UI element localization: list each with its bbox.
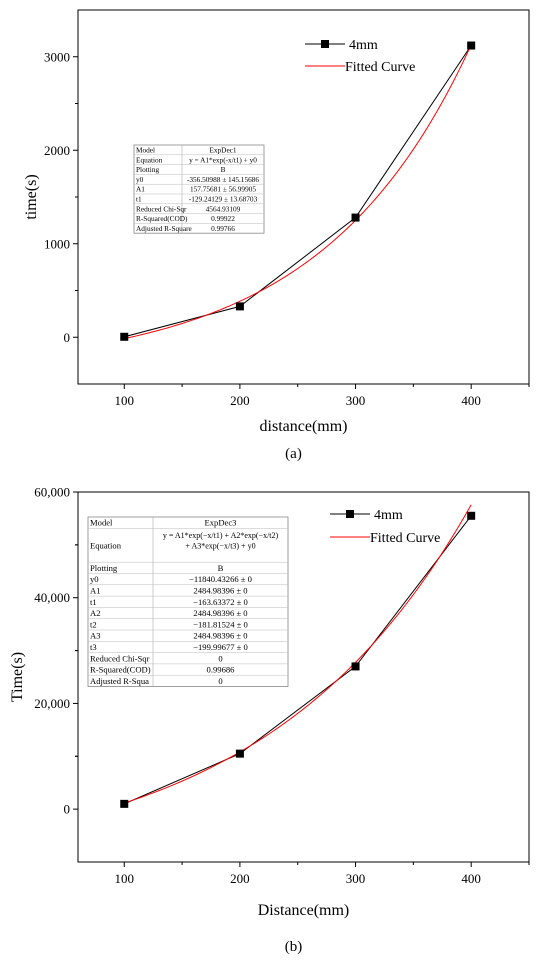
fit-table-key: y0 — [90, 574, 99, 584]
fit-table-value: 2484.98396 ± 0 — [193, 608, 247, 618]
fit-table-key: A3 — [90, 631, 101, 641]
legend-label-fitted-curve: Fitted Curve — [370, 531, 440, 546]
x-axis-title: Distance(mm) — [258, 902, 350, 919]
y-tick-label: 1000 — [44, 236, 70, 251]
fit-table-key: A1 — [90, 585, 101, 595]
x-tick-label: 200 — [230, 871, 250, 886]
panel-label: (b) — [285, 939, 303, 955]
fit-table-value: ExpDec1 — [209, 145, 237, 154]
x-tick-label: 300 — [346, 393, 366, 408]
fit-table-value: −163.63372 ± 0 — [193, 597, 248, 607]
fit-table-value: 0.99686 — [207, 665, 236, 675]
fit-table-key: A2 — [90, 608, 101, 618]
x-tick-label: 100 — [115, 871, 135, 886]
fit-table-key: y0 — [136, 175, 144, 184]
series-fitted-curve-line — [124, 44, 472, 340]
panel-label: (a) — [285, 446, 302, 462]
fit-table-value: 0.99922 — [211, 214, 235, 223]
plot-frame — [77, 491, 530, 863]
fit-table-value: 4564.93109 — [206, 204, 241, 213]
fit-table-key: t1 — [90, 597, 97, 607]
fit-table-key: Adjusted R-Squa — [90, 676, 149, 686]
legend-label-4mm: 4mm — [349, 38, 378, 53]
fit-table — [133, 144, 265, 234]
data-point-marker — [467, 41, 476, 50]
chart-panel-a: 100 200 300 400 0 1000 2000 3000 distance(mm) tim… — [23, 9, 530, 462]
fit-table-value: 0.99766 — [211, 224, 235, 233]
x-axis-title: distance(mm) — [260, 418, 348, 435]
fit-table-key: Reduced Chi-Sqr — [136, 204, 187, 213]
fit-table-equation-line: + A3*exp(−x/t3) + y0 — [185, 542, 255, 551]
fit-table-value: 2484.98396 ± 0 — [193, 631, 247, 641]
y-tick-label: 3000 — [44, 49, 70, 64]
fit-table-value: 0 — [218, 676, 222, 686]
fit-table-value: 157.75681 ± 56.99905 — [190, 185, 256, 194]
fit-table-value: 2484.98396 ± 0 — [193, 585, 247, 595]
fit-table-value: −199.99677 ± 0 — [193, 642, 248, 652]
fit-table-value: B — [218, 563, 224, 573]
legend-swatch-4mm-marker — [346, 510, 354, 518]
data-point-marker — [467, 511, 476, 520]
fit-table-key: t2 — [90, 619, 97, 629]
fit-table-value: -356.50988 ± 145.15686 — [187, 175, 259, 184]
fit-table-key: Model — [90, 518, 113, 528]
fit-table-value: −11840.43266 ± 0 — [189, 574, 252, 584]
y-axis-title: Time(s) — [9, 652, 26, 702]
fit-table-value: y = A1*exp(-x/t1) + y0 — [189, 155, 257, 164]
data-point-marker — [351, 213, 360, 222]
y-tick-label: 2000 — [44, 143, 70, 158]
fit-table-key: t3 — [90, 642, 97, 652]
chart-panel-b: 100 200 300 400 0 20,000 40,000 60,000 Distance(… — [9, 485, 530, 955]
series-4mm-line — [124, 45, 472, 338]
x-tick-label: 100 — [115, 393, 135, 408]
series-fitted-curve-line — [124, 504, 472, 804]
fit-table-value: ExpDec3 — [205, 518, 237, 528]
y-tick-label: 20,000 — [34, 696, 70, 711]
y-tick-label: 0 — [64, 802, 71, 817]
data-point-marker — [120, 332, 129, 341]
fit-table-value: B — [221, 165, 226, 174]
fit-table-key: Equation — [136, 155, 163, 164]
fit-table-key: Plotting — [136, 165, 159, 174]
fit-table-key: Equation — [90, 540, 122, 550]
data-point-marker — [120, 799, 129, 808]
fit-table-value: 0 — [218, 653, 222, 663]
fit-table-key: R-Squared(COD) — [136, 214, 188, 223]
fit-table — [87, 516, 289, 687]
y-tick-label: 0 — [64, 330, 71, 345]
y-tick-label: 40,000 — [34, 590, 70, 605]
series-4mm-line — [124, 515, 472, 805]
legend-label-4mm: 4mm — [374, 508, 403, 523]
fit-table-equation-line: y = A1*exp(−x/t1) + A2*exp(−x/t2) — [163, 531, 279, 540]
fit-table-key: Plotting — [90, 563, 118, 573]
fit-table-value: −181.81524 ± 0 — [193, 619, 248, 629]
y-tick-label: 60,000 — [34, 485, 70, 500]
data-point-marker — [235, 749, 244, 758]
x-tick-label: 200 — [230, 393, 250, 408]
x-tick-label: 400 — [461, 393, 481, 408]
fit-table-key: R-Squared(COD) — [90, 665, 151, 675]
fit-table-value: -129.24129 ± 13.68703 — [189, 194, 258, 203]
y-axis-title: time(s) — [23, 174, 40, 219]
fit-table-key: Adjusted R-Square — [136, 224, 192, 233]
x-tick-label: 300 — [346, 871, 366, 886]
legend-label-fitted-curve: Fitted Curve — [345, 60, 415, 75]
fit-table-key: Reduced Chi-Sqr — [90, 653, 150, 663]
data-point-marker — [235, 302, 244, 311]
data-point-marker — [351, 662, 360, 671]
legend-swatch-4mm-marker — [321, 40, 329, 48]
fit-table-key: Model — [136, 145, 155, 154]
x-tick-label: 400 — [461, 871, 481, 886]
fit-table-key: A1 — [136, 185, 145, 194]
fit-table-key: t1 — [136, 194, 142, 203]
